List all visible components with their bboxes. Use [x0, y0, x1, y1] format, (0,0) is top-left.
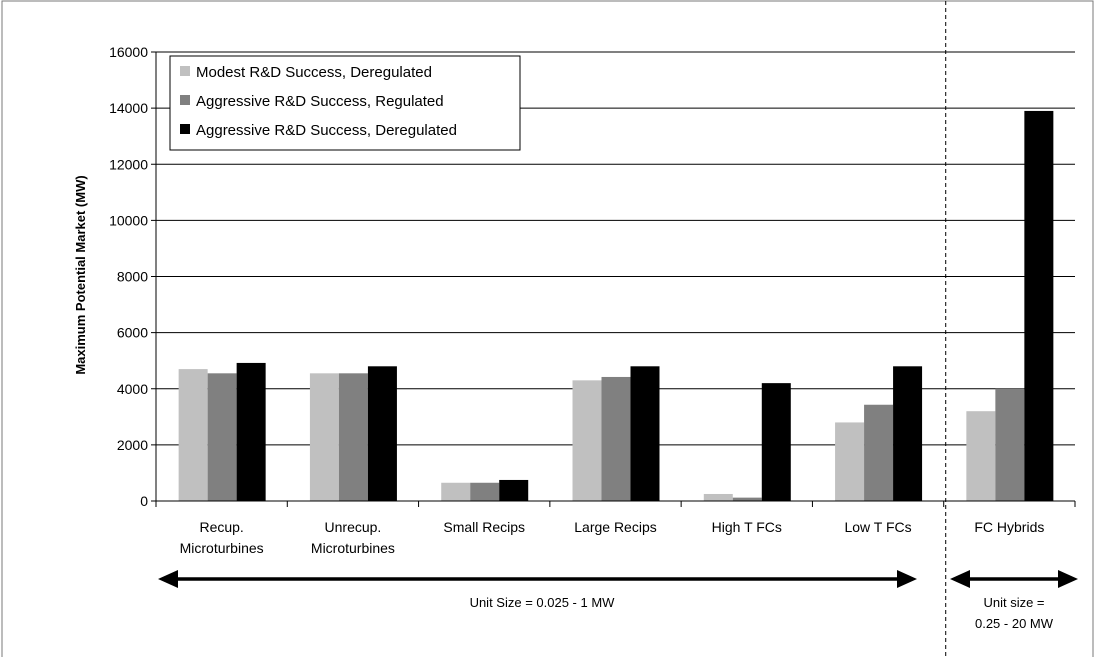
- x-tick-label: Low T FCs: [844, 519, 911, 535]
- unit-size-label: Unit Size = 0.025 - 1 MW: [470, 595, 616, 610]
- y-tick-label: 6000: [117, 325, 148, 341]
- y-tick-label: 2000: [117, 437, 148, 453]
- legend-entry: Aggressive R&D Success, Regulated: [196, 93, 444, 110]
- bar: [207, 373, 237, 501]
- bar: [732, 497, 762, 501]
- bar: [441, 482, 471, 501]
- bar: [995, 388, 1025, 501]
- y-tick-label: 4000: [117, 381, 148, 397]
- legend-entry: Modest R&D Success, Deregulated: [196, 64, 432, 81]
- bar: [835, 422, 865, 501]
- bar: [338, 373, 368, 501]
- bar: [630, 366, 660, 501]
- y-tick-label: 0: [140, 493, 148, 509]
- x-tick-label: Small Recips: [443, 519, 525, 535]
- y-tick-label: 8000: [117, 269, 148, 285]
- x-tick-label: Unrecup. Microturbines: [311, 519, 395, 556]
- y-axis-label: Maximum Potential Market (MW): [73, 175, 88, 374]
- x-tick-label: FC Hybrids: [974, 519, 1044, 535]
- range-arrowhead: [1058, 570, 1078, 588]
- legend-swatch: [180, 124, 190, 134]
- range-arrowhead: [158, 570, 178, 588]
- bar: [572, 380, 602, 501]
- x-tick-label: Large Recips: [574, 519, 657, 535]
- bar: [601, 376, 631, 501]
- bar: [893, 366, 923, 501]
- range-arrowhead: [897, 570, 917, 588]
- bar: [236, 362, 266, 501]
- bars: [178, 110, 1054, 502]
- legend-box: [169, 55, 521, 151]
- bar: [178, 369, 208, 501]
- y-tick-label: 12000: [109, 156, 148, 172]
- bar: [309, 373, 339, 501]
- bar: [864, 404, 894, 501]
- x-tick-label: High T FCs: [712, 519, 782, 535]
- legend-swatch: [180, 95, 190, 105]
- x-tick-label: Recup. Microturbines: [180, 519, 264, 556]
- unit-size-label: Unit size = 0.25 - 20 MW: [975, 595, 1054, 631]
- legend: Modest R&D Success, Deregulated Aggressiv…: [169, 55, 521, 151]
- legend-entry: Aggressive R&D Success, Deregulated: [196, 122, 457, 139]
- y-tick-label: 10000: [109, 212, 148, 228]
- bar: [703, 493, 733, 501]
- legend-swatch: [180, 66, 190, 76]
- bar: [966, 411, 996, 501]
- bar: [470, 482, 500, 501]
- y-tick-label: 14000: [109, 100, 148, 116]
- y-tick-label: 16000: [109, 44, 148, 60]
- unit-size-annotations: Unit Size = 0.025 - 1 MW Unit size = 0.25 …: [158, 1, 1078, 657]
- axes: 0 2000 4000 6000 8000 10000 12000 14000 16000 Rec…: [109, 44, 1076, 556]
- bar: [499, 479, 529, 501]
- bar: [367, 366, 397, 501]
- bar: [761, 383, 791, 501]
- range-arrowhead: [950, 570, 970, 588]
- bar: [1024, 110, 1054, 502]
